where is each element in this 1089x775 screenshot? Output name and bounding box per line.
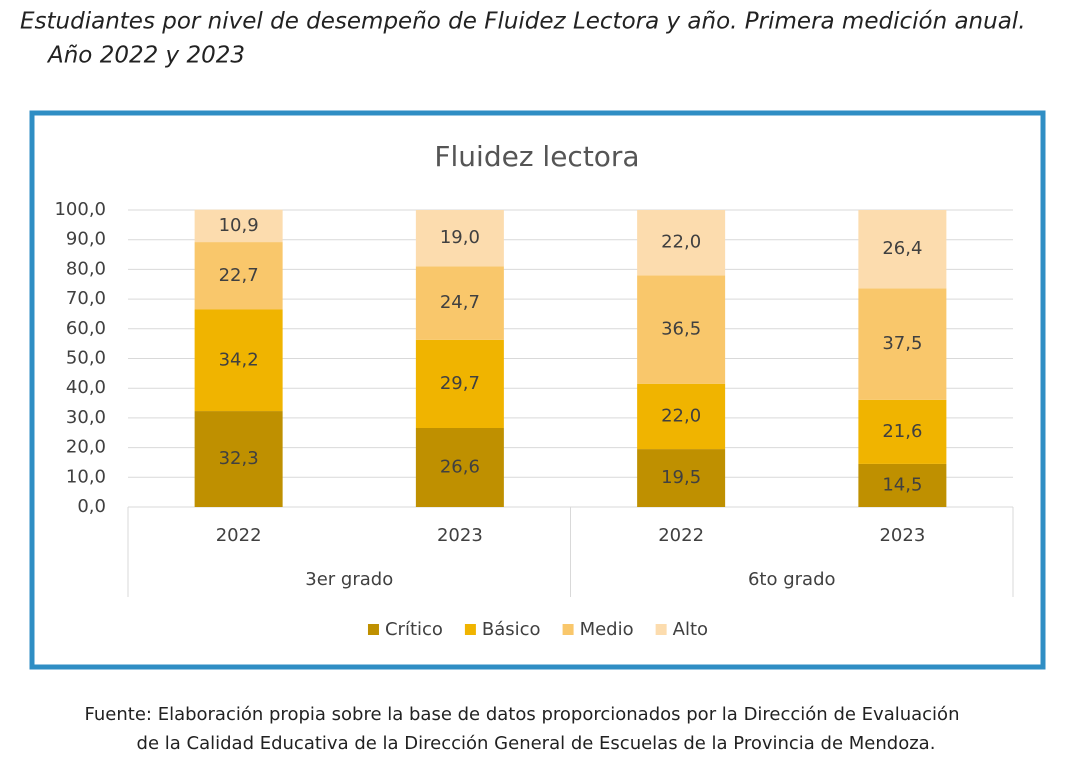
y-tick-label: 90,0 bbox=[66, 229, 106, 250]
legend-label: Básico bbox=[482, 619, 541, 640]
value-label: 22,0 bbox=[661, 405, 701, 426]
bar-segment bbox=[637, 383, 726, 450]
value-label: 26,4 bbox=[882, 238, 922, 259]
group-label: 6to grado bbox=[748, 569, 836, 590]
value-label: 21,6 bbox=[882, 421, 922, 442]
bar-segment bbox=[194, 411, 283, 507]
bar-segment bbox=[194, 309, 283, 412]
y-tick-label: 10,0 bbox=[66, 466, 106, 487]
value-label: 26,6 bbox=[440, 456, 480, 477]
source-line: Fuente: Elaboración propia sobre la base… bbox=[85, 704, 960, 725]
y-tick-label: 20,0 bbox=[66, 437, 106, 458]
legend-label: Alto bbox=[673, 619, 708, 640]
x-tick-label: 2023 bbox=[437, 525, 483, 546]
value-label: 34,2 bbox=[219, 349, 259, 370]
bar-segment bbox=[858, 288, 947, 400]
value-label: 29,7 bbox=[440, 373, 480, 394]
y-tick-label: 40,0 bbox=[66, 377, 106, 398]
y-tick-label: 70,0 bbox=[66, 288, 106, 309]
bar-segment bbox=[415, 210, 504, 267]
legend-swatch bbox=[562, 624, 574, 635]
bar-segment bbox=[858, 210, 947, 289]
value-label: 10,9 bbox=[219, 215, 259, 236]
value-label: 19,5 bbox=[661, 467, 701, 488]
bar-segment bbox=[637, 275, 726, 384]
bar-segment bbox=[194, 242, 283, 310]
value-label: 24,7 bbox=[440, 292, 480, 313]
bar-segment bbox=[637, 449, 726, 507]
legend-swatch bbox=[367, 624, 379, 635]
x-tick-label: 2023 bbox=[879, 525, 925, 546]
legend-label: Medio bbox=[580, 619, 634, 640]
bar-segment bbox=[858, 399, 947, 464]
value-label: 36,5 bbox=[661, 319, 701, 340]
x-tick-label: 2022 bbox=[658, 525, 704, 546]
bar-segment bbox=[858, 463, 947, 507]
value-label: 22,0 bbox=[661, 232, 701, 253]
y-tick-label: 100,0 bbox=[54, 199, 106, 220]
legend-swatch bbox=[464, 624, 476, 635]
caption-line: Estudiantes por nivel de desempeño de Fl… bbox=[20, 9, 1026, 35]
bar-segment bbox=[415, 266, 504, 340]
bar-segment bbox=[415, 339, 504, 428]
value-label: 32,3 bbox=[219, 448, 259, 469]
y-tick-label: 80,0 bbox=[66, 258, 106, 279]
source-line: de la Calidad Educativa de la Dirección … bbox=[137, 733, 936, 754]
x-tick-label: 2022 bbox=[216, 525, 262, 546]
y-tick-label: 60,0 bbox=[66, 318, 106, 339]
group-label: 3er grado bbox=[305, 569, 393, 590]
legend-label: Crítico bbox=[385, 619, 443, 640]
value-label: 37,5 bbox=[882, 333, 922, 354]
value-label: 14,5 bbox=[882, 474, 922, 495]
caption-line: Año 2022 y 2023 bbox=[46, 43, 245, 69]
y-tick-label: 30,0 bbox=[66, 407, 106, 428]
y-tick-label: 50,0 bbox=[66, 348, 106, 369]
bar-segment bbox=[194, 209, 283, 243]
y-tick-label: 0,0 bbox=[77, 496, 106, 517]
bar-segment bbox=[637, 210, 726, 276]
legend-swatch bbox=[655, 624, 667, 635]
chart-title: Fluidez lectora bbox=[434, 140, 639, 173]
value-label: 22,7 bbox=[219, 265, 259, 286]
bar-segment bbox=[415, 427, 504, 507]
value-label: 19,0 bbox=[440, 227, 480, 248]
